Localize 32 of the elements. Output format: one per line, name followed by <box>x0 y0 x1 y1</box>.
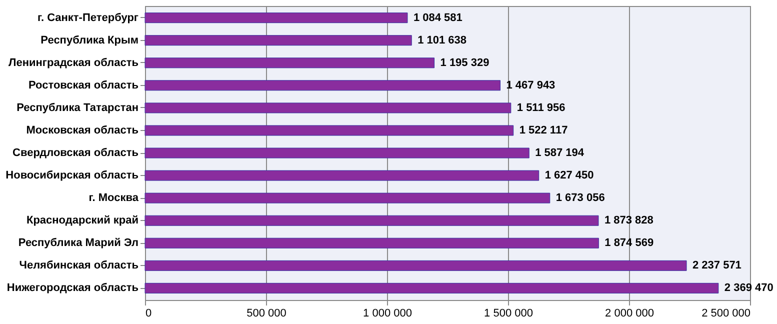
data-label: 1 195 329 <box>440 56 490 69</box>
y-tick-label: Новосибирская область <box>6 170 139 182</box>
y-tick-label: Нижегородская область <box>6 282 139 294</box>
x-tick-label: 1 500 000 <box>484 308 533 320</box>
x-tick-label: 2 000 000 <box>605 308 654 320</box>
y-tick-label: г. Санкт-Петербург <box>37 12 139 24</box>
data-label: 1 101 638 <box>418 34 467 46</box>
data-label: 1 467 943 <box>506 79 556 92</box>
x-tick-label: 2 500 000 <box>702 308 750 320</box>
data-label: 1 874 569 <box>604 237 654 250</box>
data-label: 1 587 194 <box>535 147 585 159</box>
y-tick-label: Ростовская область <box>28 79 139 92</box>
data-label: 1 522 117 <box>519 124 568 136</box>
y-tick-label: г. Москва <box>88 192 140 204</box>
y-tick-label: Свердловская область <box>12 147 139 159</box>
data-label: 1 873 828 <box>604 214 654 227</box>
data-label: 1 673 056 <box>556 192 605 204</box>
data-label: 1 627 450 <box>544 170 594 182</box>
y-tick-label: Челябинская область <box>19 260 139 272</box>
data-label: 2 237 571 <box>692 260 742 272</box>
x-tick-label: 0 <box>146 308 152 320</box>
data-label: 1 511 956 <box>516 102 566 114</box>
y-tick-label: Республика Крым <box>40 34 138 46</box>
y-tick-label: Республика Татарстан <box>16 102 138 114</box>
x-tick-label: 500 000 <box>246 308 286 320</box>
y-tick-label: Ленинградская область <box>8 56 139 69</box>
y-tick-label: Республика Марий Эл <box>18 237 139 250</box>
data-label: 2 369 470 <box>724 282 774 294</box>
y-tick-label: Краснодарский край <box>26 214 138 227</box>
y-tick-label: Московская область <box>26 124 139 136</box>
data-label: 1 084 581 <box>413 12 462 24</box>
x-tick-label: 1 000 000 <box>363 308 412 320</box>
